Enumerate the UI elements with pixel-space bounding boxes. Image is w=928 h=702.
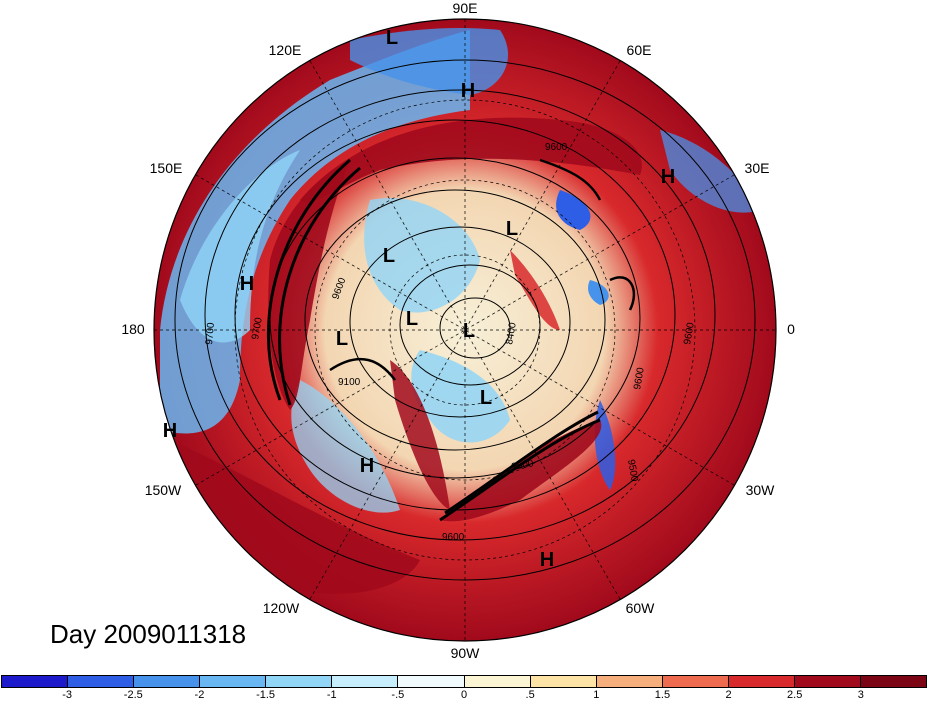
colorbar-swatch xyxy=(266,676,333,687)
high-marker: H xyxy=(461,80,475,102)
lon-120e: 120E xyxy=(269,42,302,58)
map-border xyxy=(153,18,777,642)
colorbar-swatch xyxy=(200,676,267,687)
contour-label: 9600 xyxy=(682,321,697,345)
contour-label: 9500 xyxy=(511,458,535,473)
low-marker: L xyxy=(506,218,518,240)
contour-label: 9700 xyxy=(204,322,217,346)
colorbar-swatch xyxy=(662,676,729,687)
contour-label: 9600 xyxy=(442,532,465,543)
colorbar-tick-label: 2.5 xyxy=(787,689,803,701)
high-marker: H xyxy=(240,273,254,295)
colorbar-tick-label: 0 xyxy=(460,689,468,701)
lon-0: 0 xyxy=(787,321,795,337)
colorbar-tick-label: -.5 xyxy=(391,689,405,701)
field-shading xyxy=(154,19,776,641)
high-marker: H xyxy=(163,420,177,442)
colorbar-tick-label: 2 xyxy=(725,689,732,701)
contour-label: 9600 xyxy=(632,366,647,390)
colorbar-tick-label: -3 xyxy=(62,689,73,701)
colorbar-tick-label: .5 xyxy=(525,689,535,701)
colorbar-swatch xyxy=(530,676,597,687)
colorbar-swatch xyxy=(596,676,663,687)
longitude-labels: 90E 60E 30E 0 30W 60W 90W 120W 150W 180 … xyxy=(121,0,795,661)
colorbar-tick-label: -1 xyxy=(326,689,337,701)
low-marker: L xyxy=(336,328,348,350)
colorbar-swatch xyxy=(332,676,399,687)
colorbar-tick-label: -2.5 xyxy=(123,689,143,701)
pressure-centers: H H H H H H L L L L L L L xyxy=(163,27,675,571)
height-contours xyxy=(174,59,756,581)
colorbar-tick-label: 1 xyxy=(593,689,600,701)
lon-180: 180 xyxy=(121,321,145,337)
contour-label: 8400 xyxy=(504,321,519,345)
colorbar-swatch xyxy=(728,676,795,687)
lon-120w: 120W xyxy=(263,600,300,616)
lon-90w: 90W xyxy=(451,645,481,661)
polar-map: 90E 60E 30E 0 30W 60W 90W 120W 150W 180 … xyxy=(121,0,795,661)
contour-label: 9500 xyxy=(625,459,640,483)
lon-60w: 60W xyxy=(626,600,656,616)
lon-30w: 30W xyxy=(746,482,776,498)
high-marker: H xyxy=(360,455,374,477)
colorbar-swatch xyxy=(861,676,927,687)
colorbar-tick-label: -2 xyxy=(194,689,205,701)
colorbar-swatch xyxy=(794,676,862,687)
contour-label: 9700 xyxy=(250,316,265,340)
lon-150e: 150E xyxy=(150,160,183,176)
contour-label: 9600 xyxy=(545,142,568,153)
low-marker: L xyxy=(386,27,398,49)
colorbar-swatch xyxy=(68,676,135,687)
colorbar-labels: -3 -2.5 -2 -1.5 -1 -.5 0 .5 1 1.5 2 2.5 3 xyxy=(1,689,927,702)
lon-60e: 60E xyxy=(627,42,652,58)
colorbar-tick-label: 1.5 xyxy=(654,689,671,701)
low-marker: L xyxy=(463,320,475,342)
high-marker: H xyxy=(540,549,554,571)
colorbar-swatch xyxy=(464,676,531,687)
low-marker: L xyxy=(383,245,395,267)
colorbar xyxy=(1,675,927,688)
day-label: Day 2009011318 xyxy=(50,619,247,649)
colorbar-tick-label: 3 xyxy=(857,689,864,701)
colorbar-tick-label: -1.5 xyxy=(256,689,276,701)
colorbar-swatch xyxy=(134,676,201,687)
contour-label: 9100 xyxy=(338,377,361,388)
colorbar-swatch xyxy=(398,676,465,687)
lon-150w: 150W xyxy=(145,482,182,498)
low-marker: L xyxy=(406,308,418,330)
lon-30e: 30E xyxy=(745,160,770,176)
colorbar-swatch xyxy=(2,676,69,687)
high-marker: H xyxy=(661,166,675,188)
graticule xyxy=(154,19,776,641)
lon-90e: 90E xyxy=(453,0,478,16)
low-marker: L xyxy=(480,387,492,409)
